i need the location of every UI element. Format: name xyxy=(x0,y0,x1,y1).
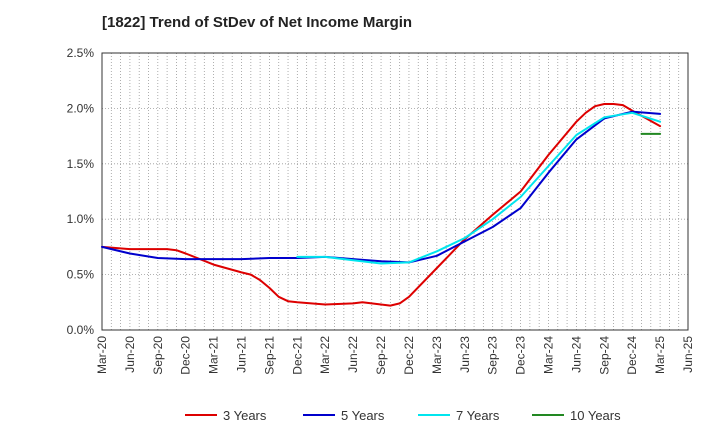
series-line-5-years xyxy=(101,110,662,264)
x-tick-label: Dec-23 xyxy=(514,336,528,375)
x-tick-label: Mar-21 xyxy=(207,336,221,374)
x-tick-label: Jun-25 xyxy=(681,336,695,373)
x-tick-label: Jun-22 xyxy=(346,336,360,373)
y-tick-label: 1.5% xyxy=(67,157,95,171)
legend-label: 5 Years xyxy=(341,408,385,423)
x-tick-label: Jun-24 xyxy=(569,336,583,373)
x-tick-label: Dec-20 xyxy=(179,336,193,375)
series-line-7-years xyxy=(296,111,662,265)
y-tick-label: 1.0% xyxy=(67,212,95,226)
x-tick-label: Mar-23 xyxy=(430,336,444,374)
x-tick-label: Dec-24 xyxy=(625,336,639,375)
y-tick-label: 2.5% xyxy=(67,46,95,60)
x-tick-label: Sep-24 xyxy=(597,336,611,375)
x-tick-label: Mar-20 xyxy=(95,336,109,374)
x-tick-label: Sep-23 xyxy=(486,336,500,375)
y-tick-label: 2.0% xyxy=(67,101,95,115)
x-tick-label: Mar-24 xyxy=(541,336,555,374)
legend-label: 7 Years xyxy=(456,408,500,423)
x-tick-label: Sep-22 xyxy=(374,336,388,375)
x-tick-label: Sep-21 xyxy=(262,336,276,375)
series-line-3-years xyxy=(101,103,662,307)
x-tick-label: Dec-21 xyxy=(290,336,304,375)
x-tick-label: Jun-20 xyxy=(123,336,137,373)
plot-frame xyxy=(101,52,689,331)
x-tick-label: Dec-22 xyxy=(402,336,416,375)
x-tick-label: Sep-20 xyxy=(151,336,165,375)
x-tick-label: Jun-23 xyxy=(458,336,472,373)
chart-title: [1822] Trend of StDev of Net Income Marg… xyxy=(102,14,413,31)
legend-label: 3 Years xyxy=(223,408,267,423)
x-tick-label: Jun-21 xyxy=(235,336,249,373)
legend-label: 10 Years xyxy=(570,408,621,423)
y-tick-label: 0.5% xyxy=(67,268,95,282)
y-tick-label: 0.0% xyxy=(67,323,95,337)
x-tick-label: Mar-22 xyxy=(318,336,332,374)
x-tick-label: Mar-25 xyxy=(653,336,667,374)
